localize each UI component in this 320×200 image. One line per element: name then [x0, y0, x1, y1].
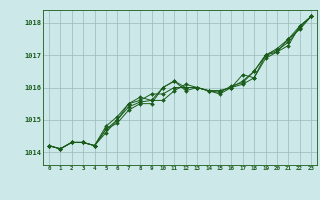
Text: Graphe pression niveau de la mer (hPa): Graphe pression niveau de la mer (hPa) [68, 186, 252, 196]
